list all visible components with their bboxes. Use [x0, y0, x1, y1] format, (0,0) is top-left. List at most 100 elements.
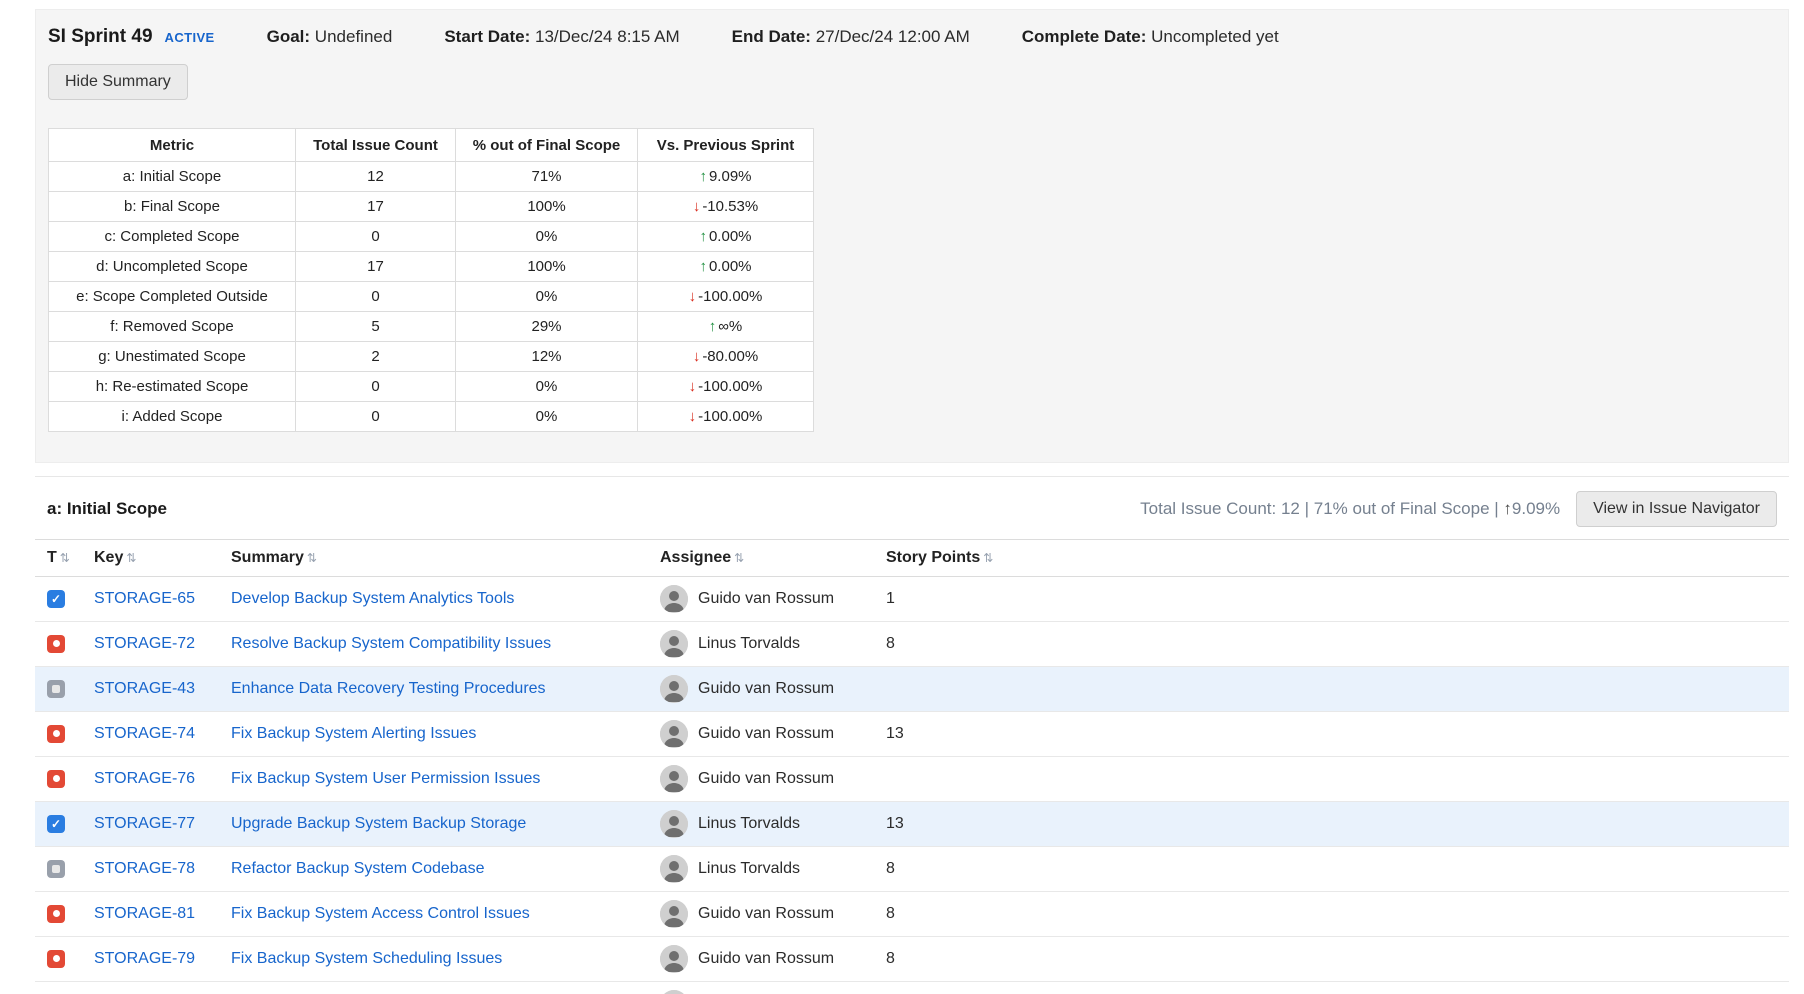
- metric-vs-previous: ↓ -100.00%: [637, 281, 814, 312]
- issue-summary-link[interactable]: Resolve Backup System Compatibility Issu…: [231, 635, 552, 652]
- issue-summary-link[interactable]: Upgrade Backup System Backup Storage: [231, 815, 527, 832]
- sprint-title: SI Sprint 49: [48, 26, 153, 47]
- issue-key-cell: STORAGE-80: [82, 981, 219, 994]
- issue-key-link[interactable]: STORAGE-65: [94, 590, 196, 607]
- issue-type-icon: [47, 589, 65, 608]
- column-header-label: T: [47, 549, 57, 566]
- issue-type-cell: [35, 801, 82, 847]
- issue-summary-link[interactable]: Enhance Data Recovery Testing Procedures: [231, 680, 546, 697]
- issue-summary-link[interactable]: Fix Backup System User Permission Issues: [231, 770, 541, 787]
- column-header-label: Key: [94, 549, 124, 566]
- metric-name: e: Scope Completed Outside: [48, 281, 296, 312]
- assignee: Guido van Rossum: [660, 900, 862, 928]
- column-header-type[interactable]: T ⇅: [35, 539, 82, 577]
- issue-summary-link[interactable]: Fix Backup System Access Control Issues: [231, 905, 530, 922]
- metric-row: a: Initial Scope 12 71% ↑ 9.09%: [48, 161, 814, 192]
- metric-row: h: Re-estimated Scope 0 0% ↓ -100.00%: [48, 371, 814, 402]
- issue-row: STORAGE-78 Refactor Backup System Codeba…: [35, 846, 1789, 892]
- field-label: Start Date:: [444, 27, 531, 46]
- issue-key-link[interactable]: STORAGE-77: [94, 815, 196, 832]
- trend-arrow-icon: ↑: [699, 168, 707, 185]
- issue-type-cell: [35, 846, 82, 892]
- issue-key-link[interactable]: STORAGE-79: [94, 950, 196, 967]
- view-in-issue-navigator-button[interactable]: View in Issue Navigator: [1576, 491, 1777, 527]
- assignee-name: Guido van Rossum: [698, 680, 835, 697]
- issue-key-link[interactable]: STORAGE-43: [94, 680, 196, 697]
- stats-text: Total Issue Count: 12 | 71% out of Final…: [1140, 499, 1504, 518]
- column-header-story-points[interactable]: Story Points ⇅: [874, 539, 1789, 577]
- issue-summary-cell: Upgrade Backup System Backup Storage: [219, 801, 648, 847]
- issue-type-icon: [47, 949, 65, 968]
- field-label: Complete Date:: [1021, 27, 1147, 46]
- issue-key-cell: STORAGE-79: [82, 936, 219, 982]
- issue-key-cell: STORAGE-74: [82, 711, 219, 757]
- metric-delta: 9.09%: [708, 168, 752, 185]
- issue-summary-link[interactable]: Fix Backup System Alerting Issues: [231, 725, 477, 742]
- metric-row: i: Added Scope 0 0% ↓ -100.00%: [48, 401, 814, 432]
- assignee: Guido van Rossum: [660, 720, 862, 748]
- column-header-assignee[interactable]: Assignee ⇅: [648, 539, 874, 577]
- scope-section-header: a: Initial Scope Total Issue Count: 12 |…: [35, 485, 1789, 539]
- metric-row: c: Completed Scope 0 0% ↑ 0.00%: [48, 221, 814, 252]
- column-header-summary[interactable]: Summary ⇅: [219, 539, 648, 577]
- issue-summary-link[interactable]: Refactor Backup System Codebase: [231, 860, 485, 877]
- sprint-status-badge: ACTIVE: [164, 30, 215, 45]
- column-header-key[interactable]: Key ⇅: [82, 539, 219, 577]
- metrics-header-row: Metric Total Issue Count % out of Final …: [48, 128, 814, 162]
- assignee-avatar: [660, 945, 688, 973]
- metric-delta: -80.00%: [702, 348, 759, 365]
- issue-summary-link[interactable]: Develop Backup System Analytics Tools: [231, 590, 515, 607]
- assignee-avatar: [660, 720, 688, 748]
- trend-arrow-icon: ↓: [688, 288, 697, 305]
- assignee: Guido van Rossum: [660, 585, 862, 613]
- issue-key-link[interactable]: STORAGE-74: [94, 725, 196, 742]
- issue-row: STORAGE-65 Develop Backup System Analyti…: [35, 576, 1789, 622]
- metric-name: c: Completed Scope: [48, 221, 296, 252]
- stats-trend-arrow-icon: ↑: [1503, 499, 1512, 518]
- section-title: a: Initial Scope: [47, 499, 167, 518]
- issue-row: STORAGE-80 Implement Backup System Data …: [35, 981, 1789, 994]
- assignee-avatar: [660, 675, 688, 703]
- metrics-header-vs: Vs. Previous Sprint: [637, 128, 814, 162]
- initial-scope-section: a: Initial Scope Total Issue Count: 12 |…: [35, 476, 1789, 994]
- metric-row: b: Final Scope 17 100% ↓ -10.53%: [48, 191, 814, 222]
- issue-key-link[interactable]: STORAGE-76: [94, 770, 196, 787]
- sprint-goal-field: Goal: Undefined: [267, 27, 393, 47]
- assignee-name: Guido van Rossum: [698, 950, 835, 967]
- story-points-value: 8: [874, 621, 1789, 667]
- issue-type-cell: [35, 981, 82, 994]
- column-header-label: Summary: [231, 549, 304, 566]
- metrics-table: Metric Total Issue Count % out of Final …: [48, 128, 814, 432]
- metric-pct: 100%: [455, 251, 638, 282]
- issues-table: T ⇅ Key ⇅ Summary ⇅ Assignee ⇅ Story Points ⇅…: [35, 539, 1789, 994]
- issue-key-link[interactable]: STORAGE-72: [94, 635, 196, 652]
- issue-key-link[interactable]: STORAGE-78: [94, 860, 196, 877]
- metric-delta: ∞%: [718, 318, 743, 335]
- trend-arrow-icon: ↑: [699, 228, 707, 245]
- trend-arrow-icon: ↑: [708, 318, 717, 335]
- sprint-complete-date-field: Complete Date: Uncompleted yet: [1022, 27, 1279, 47]
- metric-pct: 100%: [455, 191, 638, 222]
- issue-row: STORAGE-72 Resolve Backup System Compati…: [35, 621, 1789, 667]
- field-value: Undefined: [314, 27, 393, 46]
- issue-key-link[interactable]: STORAGE-81: [94, 905, 196, 922]
- issue-assignee-cell: Guido van Rossum: [648, 711, 874, 757]
- metric-delta: -100.00%: [698, 408, 763, 425]
- metric-vs-previous: ↑ 0.00%: [637, 251, 814, 282]
- metric-pct: 0%: [455, 281, 638, 312]
- assignee: Guido van Rossum: [660, 675, 862, 703]
- metric-delta: -100.00%: [698, 288, 763, 305]
- issues-header-row: T ⇅ Key ⇅ Summary ⇅ Assignee ⇅ Story Points ⇅: [35, 539, 1789, 577]
- issue-summary-link[interactable]: Fix Backup System Scheduling Issues: [231, 950, 503, 967]
- story-points-value: [874, 666, 1789, 712]
- assignee-avatar: [660, 810, 688, 838]
- metric-pct: 71%: [455, 161, 638, 192]
- hide-summary-button[interactable]: Hide Summary: [48, 64, 188, 100]
- metric-name: d: Uncompleted Scope: [48, 251, 296, 282]
- field-value: Uncompleted yet: [1151, 27, 1279, 46]
- issue-assignee-cell: Linus Torvalds: [648, 621, 874, 667]
- sort-icon: ⇅: [983, 551, 994, 565]
- trend-arrow-icon: ↓: [692, 348, 701, 365]
- field-value: 27/Dec/24 12:00 AM: [815, 27, 970, 46]
- assignee-avatar: [660, 900, 688, 928]
